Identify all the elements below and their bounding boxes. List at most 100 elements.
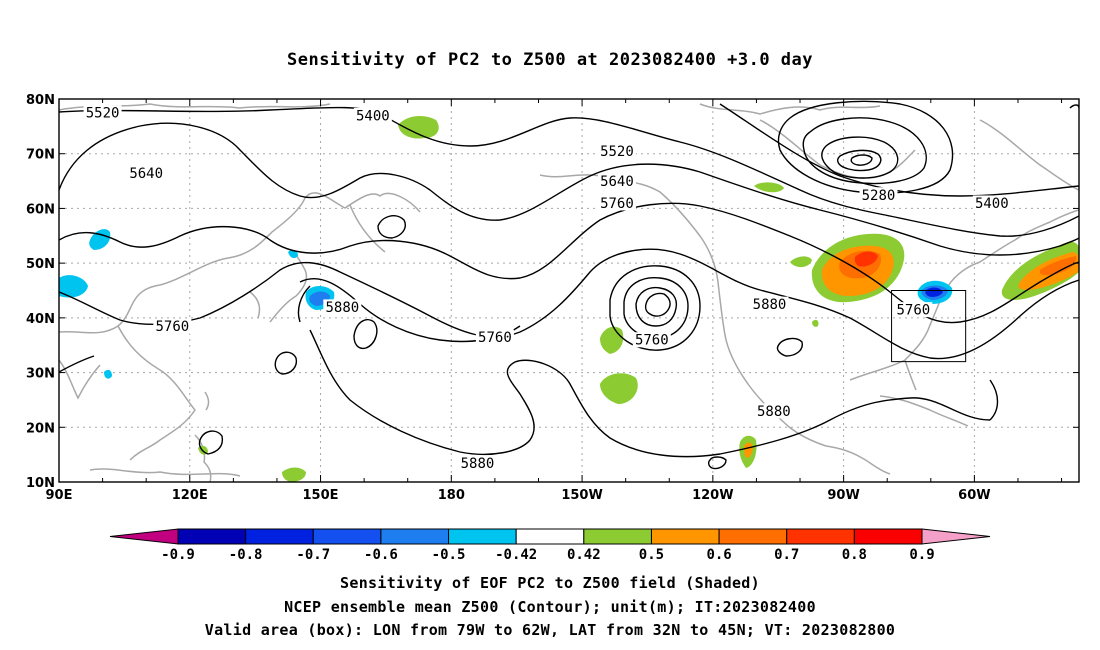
contour-small-loop — [353, 318, 378, 350]
contour-5880-pac — [297, 285, 311, 323]
graticule — [59, 99, 1079, 482]
colorbar-tick-label: 0.9 — [909, 547, 934, 563]
contour-5880-north — [199, 248, 1079, 360]
contour-small-loop — [776, 337, 803, 357]
contour-label-bg — [127, 165, 166, 181]
contour-label: 5640 — [129, 166, 163, 182]
shade-core — [1039, 256, 1077, 276]
contour-low-inner — [821, 136, 899, 179]
contour-label: 5400 — [975, 196, 1009, 212]
shade-blob — [282, 467, 306, 482]
contour-label: 5880 — [753, 297, 787, 313]
coastline-indonesia — [89, 468, 241, 477]
contour-label-bg — [353, 107, 392, 123]
contour-label-bg — [475, 329, 514, 345]
shade-blob — [59, 275, 88, 298]
contour-label-bg — [597, 195, 636, 211]
contour-labels: 5520 5640 5400 5520 5640 5760 5280 5400 5880 5760… — [83, 105, 1011, 472]
axis-ticks — [58, 98, 1079, 483]
shade-blob — [812, 319, 819, 327]
contour-label-bg — [458, 455, 497, 471]
colorbar-tick-label: -0.42 — [495, 547, 537, 563]
contour-cutoff-core — [644, 292, 671, 317]
lat-label: 30N — [26, 367, 55, 382]
coastline-mexico-central — [825, 445, 891, 475]
latitude-labels: 80N 70N 60N 50N 40N 30N 20N 10N — [26, 93, 55, 491]
coastline-asia-east — [59, 192, 421, 334]
coastline-florida — [904, 359, 917, 391]
colorbar — [109, 528, 991, 545]
shade-core — [925, 287, 943, 297]
contour-small-loop — [274, 351, 298, 375]
colorbar-arrow-low — [109, 528, 179, 545]
shade-blob — [104, 369, 112, 379]
contour-low-mid — [802, 117, 927, 185]
contour-cutoff-mid — [623, 277, 689, 339]
longitude-labels: 90E 120E 150E 180 150W 120W 90W 60W — [46, 488, 991, 503]
shade-core — [854, 251, 878, 267]
shade-blob — [754, 182, 784, 193]
colorbar-arrow-high — [921, 528, 991, 545]
contour-small-loop — [377, 215, 406, 239]
contour-label-bg — [597, 143, 636, 159]
contour-5640 — [59, 122, 1079, 256]
contour-cutoff-inner — [635, 286, 678, 327]
contour-label-bg — [972, 195, 1011, 211]
contour-label: 5640 — [600, 174, 634, 190]
contour-label: 5280 — [862, 188, 896, 204]
coastline-canada-east — [979, 209, 1079, 263]
coastline-hudson — [759, 119, 916, 179]
shade-negative — [59, 229, 953, 379]
contour-5280 — [836, 149, 882, 172]
contour-label-bg — [754, 403, 793, 419]
colorbar-segment — [515, 528, 585, 545]
contour-low-east — [719, 103, 1079, 197]
colorbar-segment — [583, 528, 652, 545]
lon-label: 90W — [827, 488, 859, 503]
caption-line-1: Sensitivity of EOF PC2 to Z500 field (Sh… — [340, 574, 760, 592]
coastline-china — [117, 325, 196, 461]
colorbar-tick-label: 0.5 — [639, 547, 664, 563]
lon-label: 60W — [958, 488, 990, 503]
colorbar-tick-label: -0.6 — [364, 547, 398, 563]
contour-label: 5760 — [896, 303, 930, 319]
colorbar-segment — [718, 528, 788, 545]
coastline-alaska — [539, 174, 719, 283]
coastline-us-east-gulf — [849, 261, 981, 381]
colorbar-tick-label: 0.42 — [567, 547, 601, 563]
contour-label: 5760 — [600, 196, 634, 212]
lat-label: 70N — [26, 148, 55, 163]
contour-label-bg — [750, 296, 789, 312]
colorbar-tick-label: -0.5 — [432, 547, 466, 563]
contour-low-outer — [777, 100, 954, 194]
lon-label: 90E — [46, 488, 73, 503]
colorbar-segment — [177, 528, 247, 545]
colorbar-segment — [312, 528, 382, 545]
contour-990 — [989, 379, 999, 421]
contour-label-bg — [632, 332, 671, 348]
contour-label: 5880 — [757, 404, 791, 420]
contour-label: 5880 — [461, 456, 495, 472]
colorbar-segment — [380, 528, 450, 545]
contour-5760-north — [59, 202, 1079, 324]
coastline-taiwan — [204, 391, 210, 411]
contour-small-loop — [707, 456, 727, 470]
shade-positive-orange — [744, 245, 1079, 458]
contour-label-bg — [597, 173, 636, 189]
colorbar-segment — [853, 528, 923, 545]
valid-area-box — [891, 290, 967, 363]
lon-label: 150W — [561, 488, 602, 503]
lat-label: 80N — [26, 93, 55, 108]
shade-blob — [600, 326, 624, 354]
shade-blob — [89, 229, 111, 250]
contour-5880-south — [309, 329, 991, 458]
contour-label: 5400 — [356, 108, 390, 124]
contour-label: 5760 — [478, 330, 512, 346]
colorbar-tick-label: -0.9 — [161, 547, 195, 563]
colorbar-segment — [786, 528, 855, 545]
shade-blob — [600, 373, 638, 404]
lon-label: 150E — [303, 488, 339, 503]
coastline-korea — [249, 291, 261, 319]
z500-contours — [59, 100, 1079, 470]
colorbar-tick-label: 0.8 — [842, 547, 867, 563]
